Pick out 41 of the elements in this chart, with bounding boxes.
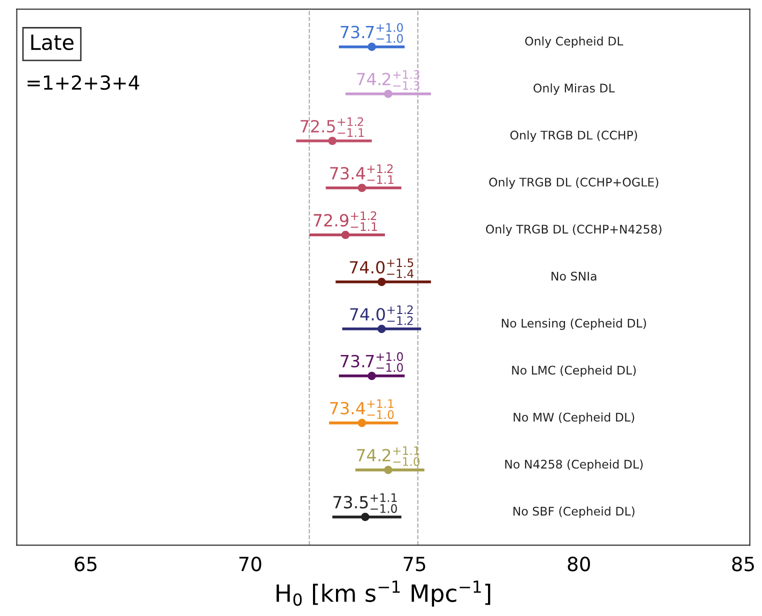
y-tick-label: Only TRGB DL (CCHP)	[510, 130, 638, 142]
data-label: 73.7$^{+1.0}$$_{−1.0}$	[340, 352, 403, 372]
y-tick-label: Only Miras DL	[534, 83, 615, 95]
data-label: 73.4$^{+1.1}$$_{−1.0}$	[330, 399, 394, 419]
y-tick-label: Only Cepheid DL	[525, 36, 624, 48]
data-label: 72.9$^{+1.2}$$_{−1.1}$	[314, 211, 377, 231]
y-tick-label: No N4258 (Cepheid DL)	[505, 460, 643, 471]
y-tick-label: No SBF (Cepheid DL)	[513, 506, 634, 518]
data-label: 73.4$^{+1.2}$$_{−1.1}$	[330, 164, 394, 184]
y-tick-label: No LMC (Cepheid DL)	[512, 366, 636, 377]
point	[384, 90, 392, 98]
x-tick-label: 80	[568, 556, 590, 572]
annotation: =1+2+3+4	[28, 75, 140, 90]
x-tick-label: 75	[404, 556, 426, 572]
annotation: Late	[31, 34, 74, 50]
point	[368, 42, 376, 52]
x-axis-title: H$_{0}$ [km s$^{−1}$ Mpc$^{−1}$]	[276, 580, 490, 607]
point	[358, 418, 366, 428]
data-label: 73.7$^{+1.0}$$_{−1.0}$	[340, 23, 403, 43]
data-label: 74.0$^{+1.5}$$_{−1.4}$	[350, 258, 414, 278]
x-tick-label: 65	[74, 556, 96, 572]
y-tick-label: No MW (Cepheid DL)	[514, 412, 634, 424]
point	[368, 372, 376, 380]
data-label: 73.5$^{+1.1}$$_{−1.0}$	[333, 493, 397, 513]
data-label: 74.2$^{+1.3}$$_{−1.3}$	[357, 70, 420, 90]
point	[341, 230, 350, 240]
data-label: 74.0$^{+1.2}$$_{−1.2}$	[350, 305, 413, 325]
point	[328, 136, 336, 146]
y-tick-label: No Lensing (Cepheid DL)	[502, 318, 646, 330]
point	[361, 512, 370, 522]
point	[377, 278, 386, 286]
x-tick-label: 85	[732, 556, 754, 572]
point	[358, 184, 366, 192]
point	[377, 324, 386, 334]
y-tick-label: Only TRGB DL (CCHP+N4258)	[486, 224, 662, 236]
data-label: 72.5$^{+1.2}$$_{−1.1}$	[300, 117, 364, 137]
y-tick-label: Only TRGB DL (CCHP+OGLE)	[489, 177, 658, 189]
point	[384, 466, 392, 474]
y-tick-label: No SNIa	[552, 272, 596, 281]
x-tick-label: 70	[239, 556, 262, 572]
data-label: 74.2$^{+1.1}$$_{−1.0}$	[357, 446, 420, 466]
